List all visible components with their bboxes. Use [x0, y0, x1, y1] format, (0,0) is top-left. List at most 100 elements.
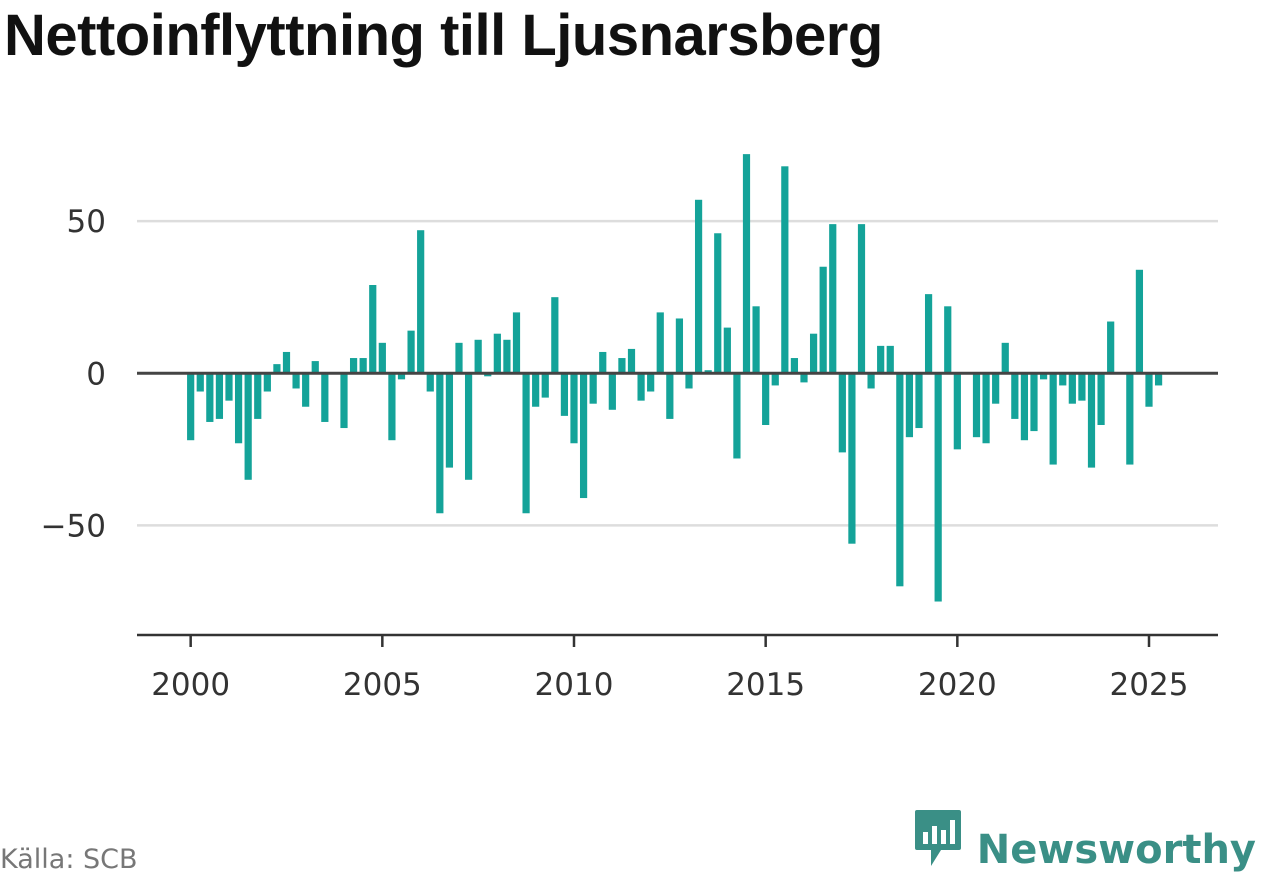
bar	[407, 330, 415, 374]
bar	[877, 345, 885, 374]
bar	[244, 373, 252, 480]
bar	[541, 373, 549, 398]
bar	[790, 358, 799, 374]
bar	[445, 373, 454, 468]
bar	[503, 339, 511, 374]
bar	[397, 373, 406, 380]
bar	[1001, 342, 1009, 374]
bar	[187, 373, 195, 441]
bar	[493, 333, 501, 374]
newsworthy-logo-icon	[913, 808, 963, 873]
x-tick-label: 2000	[151, 667, 230, 703]
bar	[1059, 373, 1067, 386]
bar	[666, 373, 674, 419]
bar	[215, 373, 224, 419]
bar	[206, 373, 214, 422]
bar	[484, 373, 492, 377]
brand-logo: Newsworthy	[913, 808, 1256, 873]
bar	[627, 348, 636, 374]
bar	[972, 373, 981, 438]
bar	[829, 224, 837, 374]
bar	[762, 373, 770, 425]
bar	[292, 373, 300, 389]
bar	[1145, 373, 1153, 407]
bar	[1097, 373, 1105, 425]
bar	[781, 166, 789, 374]
y-tick-label: −50	[41, 508, 106, 544]
bar	[426, 373, 434, 392]
bar	[321, 373, 329, 422]
bar	[886, 345, 894, 374]
bar	[694, 199, 703, 374]
bar	[254, 373, 262, 419]
bar	[896, 373, 904, 587]
bar	[944, 306, 952, 374]
bar	[273, 364, 281, 374]
bar	[1068, 373, 1076, 404]
bar	[800, 373, 808, 383]
bar	[953, 373, 961, 450]
x-tick-label: 2025	[1110, 667, 1189, 703]
bar	[1087, 373, 1096, 468]
bar	[934, 373, 942, 602]
bar	[819, 266, 827, 374]
bar	[263, 373, 271, 392]
bar	[905, 373, 914, 438]
x-tick-label: 2020	[918, 667, 997, 703]
bar	[599, 351, 607, 374]
bar	[225, 373, 233, 401]
y-tick-label: 0	[86, 356, 106, 392]
bar	[589, 373, 597, 404]
bar	[924, 294, 933, 374]
gridlines	[137, 219, 1218, 527]
bar	[455, 342, 463, 374]
bar	[742, 154, 751, 374]
bar	[196, 373, 204, 392]
bar	[704, 370, 712, 374]
bar	[1049, 373, 1057, 465]
bar	[302, 373, 310, 407]
bar	[857, 224, 866, 374]
brand-name: Newsworthy	[976, 827, 1256, 873]
bar	[474, 339, 482, 374]
bar	[771, 373, 779, 386]
x-tick-label: 2005	[343, 667, 422, 703]
bar	[349, 358, 358, 374]
bar	[417, 230, 425, 374]
bar	[608, 373, 616, 410]
bar	[532, 373, 540, 407]
bar	[618, 358, 626, 374]
bar	[656, 312, 664, 374]
bar	[685, 373, 693, 389]
bar	[340, 373, 348, 429]
bar	[992, 373, 1000, 404]
bar	[464, 373, 473, 480]
bar	[848, 373, 856, 544]
bar	[752, 306, 760, 374]
x-tick-label: 2015	[726, 667, 805, 703]
bar	[311, 361, 319, 374]
chart-title: Nettoinflyttning till Ljusnarsberg	[4, 3, 883, 68]
axes	[137, 371, 1218, 637]
bar	[388, 373, 396, 441]
bar	[522, 373, 530, 514]
bar	[733, 373, 741, 459]
bar	[1030, 373, 1038, 432]
bar	[1135, 269, 1144, 374]
bar	[282, 351, 291, 374]
bar	[1078, 373, 1086, 401]
x-tick-labels: 2000 2005 2010 2015 2020 2025	[151, 635, 1188, 703]
bar	[570, 373, 578, 444]
bar	[378, 342, 386, 374]
source-note: Källa: SCB	[0, 844, 138, 875]
bar	[838, 373, 846, 453]
bar	[512, 312, 521, 374]
bar	[1011, 373, 1019, 419]
bar	[1126, 373, 1134, 465]
bar	[1020, 373, 1029, 441]
bar	[723, 327, 731, 374]
bar	[234, 373, 243, 444]
bar	[982, 373, 990, 444]
bar	[714, 233, 722, 374]
